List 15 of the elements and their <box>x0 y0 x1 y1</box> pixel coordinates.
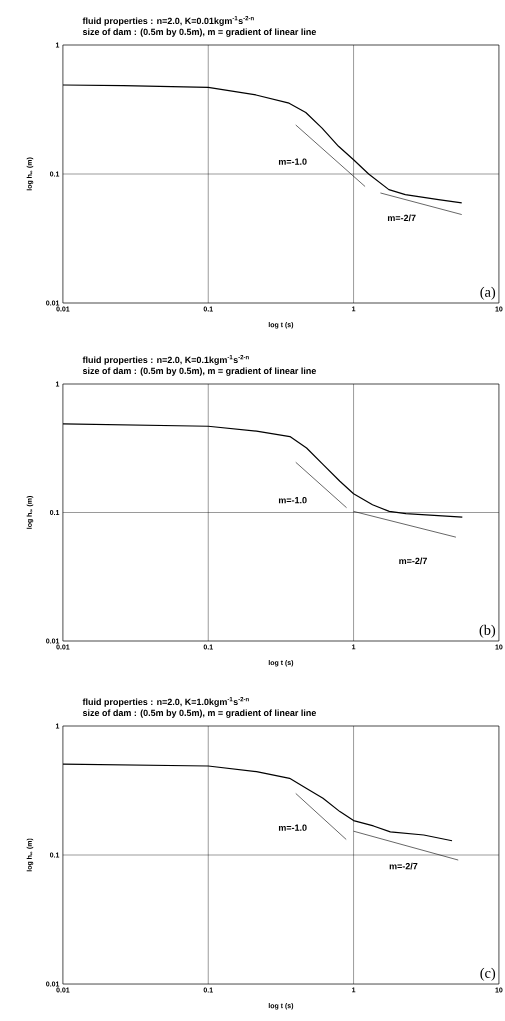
annotation: (b) <box>479 624 496 638</box>
annotation: m=-2/7 <box>389 862 418 870</box>
chart-title: fluid properties : n=2.0, K=0.1kgm$^{-1}$s$^{-2-n}$ <box>82 355 249 365</box>
annotation: (c) <box>480 967 496 981</box>
annotation: m=-2/7 <box>387 214 416 222</box>
chart-subtitle: size of dam : (0.5m by 0.5m), m = gradient of linear line <box>82 709 317 718</box>
chart-subtitle: size of dam : (0.5m by 0.5m), m = gradient of linear line <box>82 28 317 37</box>
chart-title: fluid properties : n=2.0, K=1.0kgm$^{-1}$s$^{-2-n}$ <box>82 697 249 707</box>
chart-subtitle: size of dam : (0.5m by 0.5m), m = gradient of linear line <box>82 367 317 376</box>
chart-title: fluid properties : n=2.0, K=0.01kgm$^{-1}$s$^{-2-n}$ <box>82 16 254 26</box>
annotation: (a) <box>480 286 496 300</box>
annotation: m=-1.0 <box>278 824 307 831</box>
annotation: m=-1.0 <box>278 158 307 165</box>
annotation: m=-1.0 <box>278 497 307 504</box>
annotation: m=-2/7 <box>399 557 427 565</box>
